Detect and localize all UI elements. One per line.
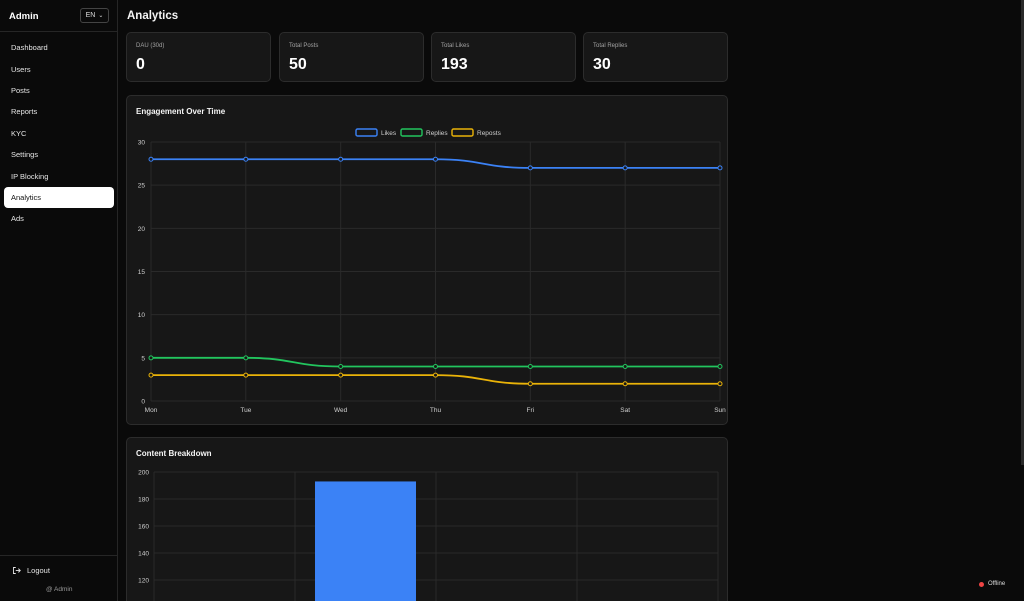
data-point-likes [622,165,628,171]
legend-swatch-reposts [451,128,474,137]
x-tick-label: Tue [240,407,251,414]
offline-status-dot [979,581,984,587]
data-point-reposts [717,381,723,387]
sidebar-item-settings[interactable]: Settings [11,150,39,160]
data-point-replies [622,363,628,369]
data-point-reposts [338,372,344,378]
x-tick-label: Sat [620,407,630,414]
x-tick-label: Sun [714,407,726,414]
stat-label: Total Replies [593,43,628,49]
stat-value: 30 [593,56,611,73]
signed-in-user: @ Admin [46,586,73,593]
y-tick-label: 5 [141,355,145,362]
data-point-likes [527,165,533,171]
sidebar-item-posts[interactable]: Posts [11,85,30,95]
sidebar: Admin EN ⌄ Dashboard Users Posts Reports… [0,0,118,601]
engagement-chart-title: Engagement Over Time [136,107,226,116]
connection-status: Offline [979,581,1005,587]
content-breakdown-title: Content Breakdown [136,449,212,458]
sidebar-divider [0,31,118,32]
logout-icon [13,567,21,574]
legend-swatch-replies [400,128,423,137]
sidebar-item-ads[interactable]: Ads [11,214,24,224]
y-tick-label: 30 [138,140,146,147]
content-breakdown-card: Content Breakdown 120 140 160 180 200 [126,437,728,601]
stat-label: DAU (30d) [136,43,165,49]
data-point-reposts [527,381,533,387]
y-tick-label: 180 [138,497,149,504]
sidebar-item-kyc[interactable]: KYC [11,128,27,138]
sidebar-item-reports[interactable]: Reports [11,107,38,117]
data-point-replies [148,355,154,361]
stat-label: Total Likes [441,43,470,49]
y-tick-label: 160 [138,524,149,531]
x-tick-label: Wed [334,407,348,414]
data-point-likes [338,156,344,162]
data-point-replies [717,363,723,369]
stat-card-dau: DAU (30d) 0 [126,32,271,82]
y-tick-label: 140 [138,551,149,558]
engagement-chart-card: Engagement Over Time 0 5 10 15 20 25 30 Mon Tue W… [126,95,728,425]
data-point-replies [433,363,438,369]
stat-card-total-posts: Total Posts 50 [279,32,424,82]
y-tick-label: 200 [138,470,149,477]
data-point-reposts [433,372,438,378]
y-tick-label: 120 [138,578,149,585]
data-point-replies [338,363,344,369]
legend-swatch-likes [355,128,378,137]
legend-label-likes: Likes [381,130,397,137]
main-content: Analytics DAU (30d) 0 Total Posts 50 Tot… [118,0,1024,601]
stat-card-total-likes: Total Likes 193 [431,32,576,82]
content-bar [315,481,416,601]
content-breakdown-bar-chart: 120 140 160 180 200 [138,470,719,601]
data-point-likes [148,156,154,162]
x-tick-label: Fri [527,407,535,414]
stat-value: 193 [441,56,468,73]
data-point-reposts [243,372,249,378]
sidebar-item-analytics[interactable]: Analytics [4,186,114,209]
brand-title: Admin [9,11,39,22]
y-tick-label: 10 [138,312,146,319]
y-tick-label: 20 [138,226,146,233]
engagement-line-chart: 0 5 10 15 20 25 30 Mon Tue Wed Thu Fri Sat Sun Likes Re… [138,128,726,414]
legend-label-replies: Replies [426,130,448,137]
logout-label: Logout [27,566,50,575]
logout-button[interactable]: Logout [12,566,50,575]
sidebar-item-dashboard[interactable]: Dashboard [11,43,48,53]
page-scrollbar[interactable] [1021,0,1024,465]
legend-label-reposts: Reposts [477,130,502,137]
data-point-reposts [148,372,154,378]
language-value: EN [85,12,96,19]
stat-value: 0 [136,56,145,73]
data-point-likes [433,156,438,162]
stat-label: Total Posts [289,43,319,49]
x-tick-label: Mon [145,407,158,414]
sidebar-item-users[interactable]: Users [11,64,31,74]
x-tick-label: Thu [430,407,442,414]
chevron-down-icon: ⌄ [98,13,104,19]
sidebar-bottom-divider [0,555,118,556]
data-point-likes [717,165,723,171]
sidebar-nav: Dashboard Users Posts Reports KYC Settin… [4,37,114,230]
page-title: Analytics [127,10,179,22]
connection-status-label: Offline [988,581,1006,587]
y-tick-label: 25 [138,183,146,190]
data-point-replies [243,355,249,361]
language-select[interactable]: EN ⌄ [80,8,109,23]
y-tick-label: 0 [141,399,145,406]
data-point-likes [243,156,249,162]
data-point-replies [527,363,533,369]
stat-card-total-replies: Total Replies 30 [583,32,728,82]
stat-value: 50 [289,56,307,73]
sidebar-item-ip-blocking[interactable]: IP Blocking [11,171,49,181]
y-tick-label: 15 [138,269,146,276]
data-point-reposts [622,381,628,387]
